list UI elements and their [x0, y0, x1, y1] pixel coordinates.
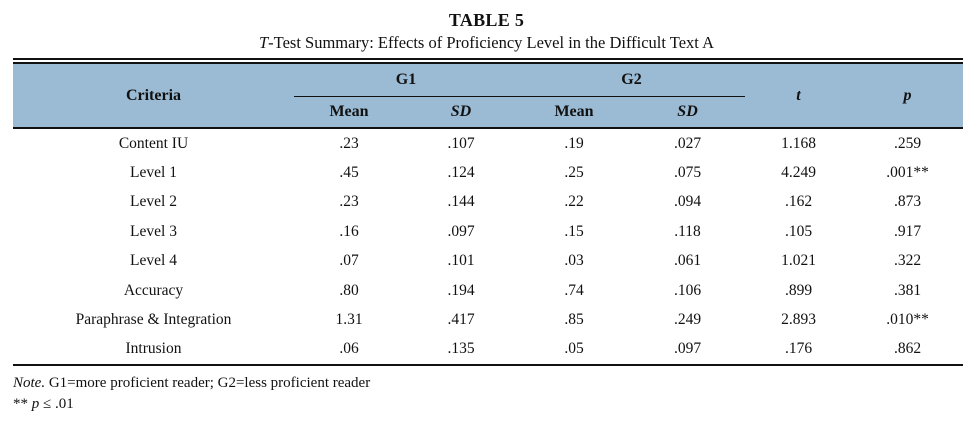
- table-body: Content IU .23 .107 .19 .027 1.168 .259 …: [13, 128, 964, 366]
- cell-p: .010**: [852, 305, 964, 335]
- cell-t: 1.168: [745, 128, 853, 159]
- column-header-t: t: [745, 64, 853, 128]
- column-header-criteria: Criteria: [13, 64, 294, 128]
- table-row: Paraphrase & Integration 1.31 .417 .85 .…: [13, 305, 964, 335]
- cell-criteria: Content IU: [13, 128, 294, 159]
- cell-g1-mean: .80: [294, 275, 404, 306]
- cell-t: 4.249: [745, 158, 853, 188]
- cell-p: .259: [852, 128, 964, 159]
- cell-t: 2.893: [745, 305, 853, 335]
- cell-g2-mean: .74: [518, 275, 631, 306]
- cell-g1-sd: .417: [404, 305, 519, 335]
- cell-t: .105: [745, 217, 853, 247]
- cell-g2-mean: .15: [518, 217, 631, 247]
- page-title: TABLE 5: [448, 10, 525, 30]
- table-row: Level 1 .45 .124 .25 .075 4.249 .001**: [13, 158, 964, 188]
- cell-g1-sd: .097: [404, 217, 519, 247]
- cell-g2-sd: .106: [630, 275, 746, 306]
- cell-g2-sd: .097: [630, 334, 746, 366]
- cell-g1-sd: .144: [404, 187, 519, 218]
- table-top-double-rule: [13, 58, 963, 64]
- table-row: Content IU .23 .107 .19 .027 1.168 .259: [13, 128, 964, 159]
- cell-g2-sd: .061: [630, 246, 746, 276]
- table-row: Intrusion .06 .135 .05 .097 .176 .862: [13, 334, 964, 366]
- cell-criteria: Level 3: [13, 217, 294, 247]
- cell-g2-mean: .05: [518, 334, 631, 366]
- cell-g1-mean: .23: [294, 187, 404, 218]
- cell-g1-sd: .124: [404, 158, 519, 188]
- cell-g2-sd: .094: [630, 187, 746, 218]
- cell-g2-mean: .25: [518, 158, 631, 188]
- cell-g1-mean: 1.31: [294, 305, 404, 335]
- note-text: G1=more proficient reader; G2=less profi…: [45, 375, 371, 391]
- cell-p: .381: [852, 275, 964, 306]
- column-header-g2-sd: SD: [630, 96, 746, 128]
- cell-criteria: Level 2: [13, 187, 294, 218]
- column-group-g1: G1: [294, 64, 519, 97]
- cell-t: .176: [745, 334, 853, 366]
- note-label: Note.: [13, 375, 46, 391]
- cell-criteria: Paraphrase & Integration: [13, 305, 294, 335]
- cell-g1-mean: .06: [294, 334, 404, 366]
- cell-g2-sd: .249: [630, 305, 746, 335]
- cell-g1-sd: .101: [404, 246, 519, 276]
- cell-g1-sd: .194: [404, 275, 519, 306]
- cell-p: .917: [852, 217, 964, 247]
- table-row: Level 4 .07 .101 .03 .061 1.021 .322: [13, 246, 964, 276]
- column-header-g2-mean: Mean: [518, 96, 631, 128]
- cell-criteria: Intrusion: [13, 334, 294, 366]
- significance-line: ** p ≤ .01: [13, 394, 963, 415]
- cell-g2-sd: .027: [630, 128, 746, 159]
- cell-criteria: Level 4: [13, 246, 294, 276]
- subtitle-italic-prefix: T: [258, 33, 269, 52]
- cell-g1-sd: .135: [404, 334, 519, 366]
- cell-g1-mean: .45: [294, 158, 404, 188]
- table-row: Accuracy .80 .194 .74 .106 .899 .381: [13, 275, 964, 306]
- table-row: Level 3 .16 .097 .15 .118 .105 .917: [13, 217, 964, 247]
- table-notes: Note. G1=more proficient reader; G2=less…: [13, 373, 963, 415]
- table-header: Criteria G1 G2 t p Mean SD Mean SD: [13, 64, 964, 128]
- cell-p: .862: [852, 334, 964, 366]
- cell-g2-mean: .03: [518, 246, 631, 276]
- cell-t: 1.021: [745, 246, 853, 276]
- cell-g2-mean: .22: [518, 187, 631, 218]
- column-header-g1-mean: Mean: [294, 96, 404, 128]
- cell-t: .899: [745, 275, 853, 306]
- table-subtitle: T-Test Summary: Effects of Proficiency L…: [0, 32, 973, 53]
- table-row: Level 2 .23 .144 .22 .094 .162 .873: [13, 187, 964, 218]
- cell-g2-sd: .118: [630, 217, 746, 247]
- cell-g1-sd: .107: [404, 128, 519, 159]
- note-line: Note. G1=more proficient reader; G2=less…: [13, 373, 963, 394]
- column-header-p: p: [852, 64, 964, 128]
- t-test-table: Criteria G1 G2 t p Mean SD Mean SD Conte…: [13, 64, 964, 367]
- cell-g2-sd: .075: [630, 158, 746, 188]
- cell-g1-mean: .16: [294, 217, 404, 247]
- cell-g2-mean: .19: [518, 128, 631, 159]
- significance-threshold: ≤ .01: [39, 396, 74, 412]
- cell-p: .001**: [852, 158, 964, 188]
- significance-p: p: [31, 396, 40, 412]
- cell-t: .162: [745, 187, 853, 218]
- cell-p: .322: [852, 246, 964, 276]
- cell-p: .873: [852, 187, 964, 218]
- cell-g2-mean: .85: [518, 305, 631, 335]
- subtitle-rest: -Test Summary: Effects of Proficiency Le…: [268, 33, 715, 52]
- t-test-table-wrap: Criteria G1 G2 t p Mean SD Mean SD Conte…: [13, 58, 964, 367]
- cell-criteria: Level 1: [13, 158, 294, 188]
- cell-g1-mean: .23: [294, 128, 404, 159]
- column-header-g1-sd: SD: [404, 96, 519, 128]
- column-group-g2: G2: [518, 64, 746, 97]
- significance-stars: **: [13, 396, 32, 412]
- title-block: TABLE 5 T-Test Summary: Effects of Profi…: [0, 8, 973, 53]
- cell-g1-mean: .07: [294, 246, 404, 276]
- cell-criteria: Accuracy: [13, 275, 294, 306]
